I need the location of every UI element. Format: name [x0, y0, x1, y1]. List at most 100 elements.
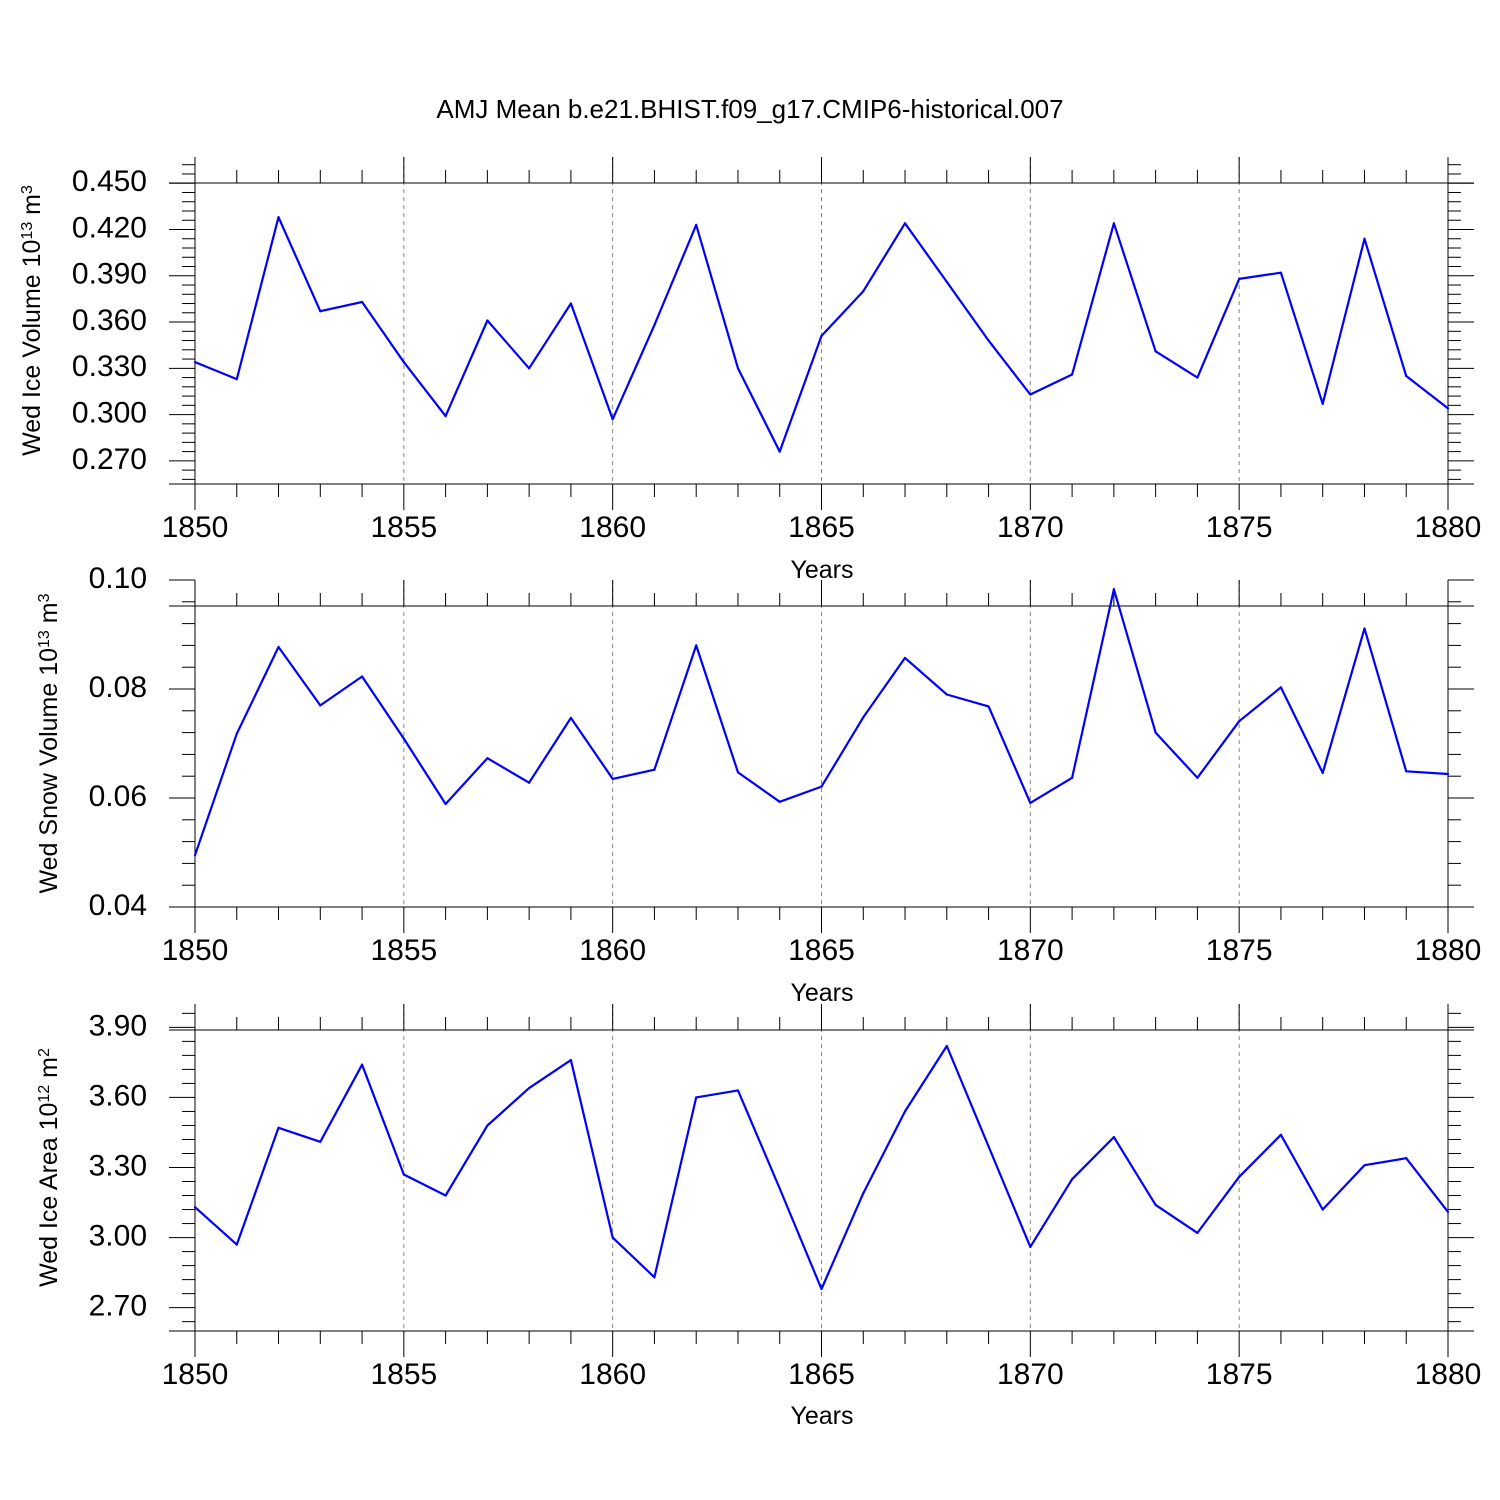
- y-axis-label-text: Wed Ice Area 10: [35, 1103, 63, 1287]
- data-point: [653, 324, 656, 327]
- data-point: [778, 800, 781, 803]
- data-point: [277, 216, 280, 219]
- data-point: [1112, 222, 1115, 225]
- data-point: [1279, 1133, 1283, 1136]
- x-tick-label: 1870: [997, 1358, 1064, 1391]
- data-point: [1279, 686, 1283, 689]
- y-axis-label-text: m: [18, 194, 46, 222]
- data-point: [653, 768, 656, 771]
- x-tick-label: 1865: [788, 1358, 855, 1391]
- data-point: [736, 771, 740, 774]
- y-axis-label-exponent: 13: [19, 222, 36, 240]
- data-point: [903, 1110, 907, 1113]
- data-point: [611, 777, 614, 781]
- x-tick-label: 1880: [1415, 511, 1482, 544]
- data-point: [862, 1192, 865, 1195]
- data-point: [1363, 627, 1366, 630]
- data-point: [1071, 1178, 1074, 1181]
- y-axis-label-exponent: 2: [36, 1048, 53, 1057]
- y-tick-label: 0.270: [72, 443, 147, 476]
- x-tick-label: 1875: [1206, 511, 1273, 544]
- data-point: [235, 1243, 238, 1246]
- x-tick-label: 1850: [162, 511, 229, 544]
- data-point: [486, 1124, 489, 1127]
- y-axis-label-exponent: 12: [36, 1085, 53, 1103]
- data-point: [1154, 731, 1157, 734]
- y-tick-label: 0.450: [72, 165, 147, 198]
- data-point: [945, 1044, 948, 1048]
- data-point: [1112, 588, 1115, 591]
- data-point: [360, 1063, 364, 1066]
- data-point: [1321, 402, 1324, 405]
- data-point: [862, 290, 865, 293]
- y-axis-label: Wed Ice Area 1012 m2: [35, 1048, 63, 1287]
- data-point: [1112, 1136, 1115, 1139]
- data-point: [987, 1145, 990, 1148]
- data-point: [1446, 772, 1450, 776]
- data-point: [736, 1089, 740, 1092]
- data-point: [1071, 373, 1074, 376]
- data-point: [1029, 1245, 1032, 1249]
- x-tick-label: 1870: [997, 511, 1064, 544]
- data-point: [862, 716, 865, 719]
- data-point: [1446, 407, 1450, 410]
- data-point: [319, 704, 322, 707]
- data-point: [235, 378, 238, 381]
- x-tick-label: 1855: [370, 934, 437, 967]
- data-point: [569, 302, 573, 305]
- y-tick-label: 2.70: [89, 1290, 147, 1323]
- data-point: [1196, 776, 1199, 779]
- data-point: [1321, 1208, 1324, 1211]
- data-point: [319, 1140, 322, 1143]
- x-tick-label: 1850: [162, 934, 229, 967]
- y-tick-label: 0.360: [72, 304, 147, 337]
- data-point: [820, 334, 823, 338]
- data-point: [987, 705, 990, 708]
- x-tick-label: 1850: [162, 1358, 229, 1391]
- data-point: [778, 450, 781, 453]
- data-point: [569, 1058, 573, 1062]
- y-tick-label: 3.60: [89, 1079, 147, 1112]
- x-tick-label: 1870: [997, 934, 1064, 967]
- data-point: [444, 415, 447, 418]
- data-point: [1279, 271, 1283, 274]
- data-point: [1029, 801, 1032, 805]
- data-point: [945, 280, 948, 284]
- x-tick-label: 1865: [788, 934, 855, 967]
- data-point: [1154, 1203, 1157, 1206]
- data-point: [778, 1187, 781, 1190]
- data-point: [820, 785, 823, 788]
- data-point: [1405, 1157, 1408, 1160]
- y-tick-label: 0.330: [72, 350, 147, 383]
- x-tick-label: 1860: [579, 1358, 646, 1391]
- data-point: [903, 222, 907, 225]
- data-point: [695, 644, 698, 647]
- data-point: [277, 645, 280, 649]
- data-point: [402, 737, 405, 740]
- x-tick-label: 1855: [370, 511, 437, 544]
- data-point: [1446, 1210, 1450, 1213]
- data-point: [402, 1173, 405, 1176]
- panel-ice-area: 2.70 3.00 3.30 3.60 3.90 1850 1855 1860 1865 1870…: [35, 1004, 1481, 1430]
- data-point: [1154, 350, 1157, 353]
- x-tick-label: 1880: [1415, 934, 1482, 967]
- y-tick-label: 3.00: [89, 1219, 147, 1252]
- data-point: [193, 854, 197, 857]
- y-tick-label: 0.08: [89, 671, 147, 704]
- data-point: [695, 1096, 698, 1099]
- data-point: [1029, 393, 1032, 396]
- data-point: [611, 418, 614, 421]
- data-point: [1321, 771, 1324, 775]
- x-axis-label: Years: [790, 979, 853, 1007]
- data-point: [611, 1236, 614, 1239]
- data-point: [736, 367, 740, 370]
- y-tick-label: 0.390: [72, 258, 147, 291]
- data-point: [1363, 237, 1366, 240]
- y-axis-label-text: Wed Snow Volume 10: [35, 648, 63, 894]
- data-point: [1405, 374, 1408, 378]
- data-point: [528, 1086, 531, 1090]
- x-tick-label: 1880: [1415, 1358, 1482, 1391]
- y-tick-label: 0.300: [72, 397, 147, 430]
- data-point: [486, 757, 489, 760]
